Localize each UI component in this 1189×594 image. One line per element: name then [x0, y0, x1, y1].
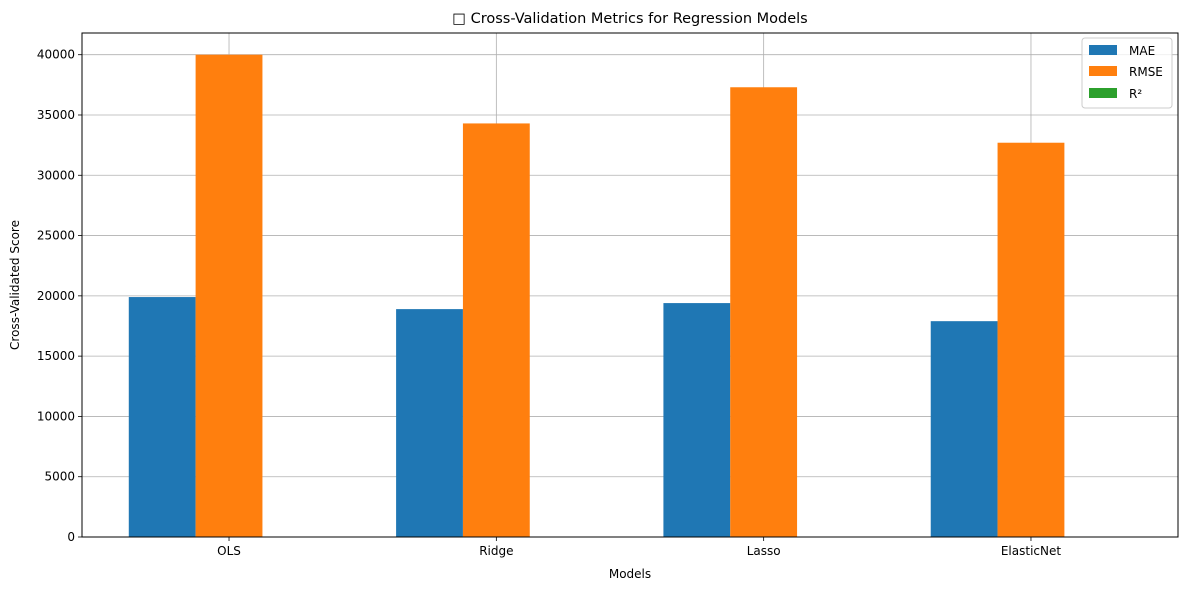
chart-title: □ Cross-Validation Metrics for Regressio…: [452, 11, 807, 27]
bar-mae-elasticnet: [931, 321, 998, 537]
bar-rmse-lasso: [730, 87, 797, 537]
y-tick-label: 5000: [44, 470, 75, 484]
bar-mae-lasso: [663, 303, 730, 537]
legend-swatch-mae: [1089, 45, 1117, 55]
y-tick-label: 35000: [37, 108, 75, 122]
x-tick-label: Ridge: [479, 544, 513, 558]
bar-rmse-ols: [196, 55, 263, 537]
legend-swatch-r2: [1089, 88, 1117, 98]
x-tick-label: OLS: [217, 544, 241, 558]
bar-mae-ols: [129, 297, 196, 537]
legend: MAE RMSE R²: [1082, 38, 1172, 108]
x-tick-label: Lasso: [747, 544, 781, 558]
y-tick-label: 25000: [37, 229, 75, 243]
x-tick-label: ElasticNet: [1001, 544, 1062, 558]
y-axis-label: Cross-Validated Score: [8, 220, 22, 350]
y-tick-label: 15000: [37, 349, 75, 363]
y-tick-label: 0: [67, 530, 75, 544]
y-tick-label: 10000: [37, 409, 75, 423]
bar-rmse-ridge: [463, 123, 530, 537]
legend-label-mae: MAE: [1129, 44, 1155, 58]
y-tick-label: 20000: [37, 289, 75, 303]
bar-mae-ridge: [396, 309, 463, 537]
y-tick-label: 30000: [37, 168, 75, 182]
legend-label-rmse: RMSE: [1129, 65, 1163, 79]
bar-rmse-elasticnet: [998, 143, 1065, 537]
legend-label-r2: R²: [1129, 87, 1142, 101]
x-axis-label: Models: [609, 567, 651, 581]
legend-swatch-rmse: [1089, 66, 1117, 76]
y-tick-label: 40000: [37, 48, 75, 62]
